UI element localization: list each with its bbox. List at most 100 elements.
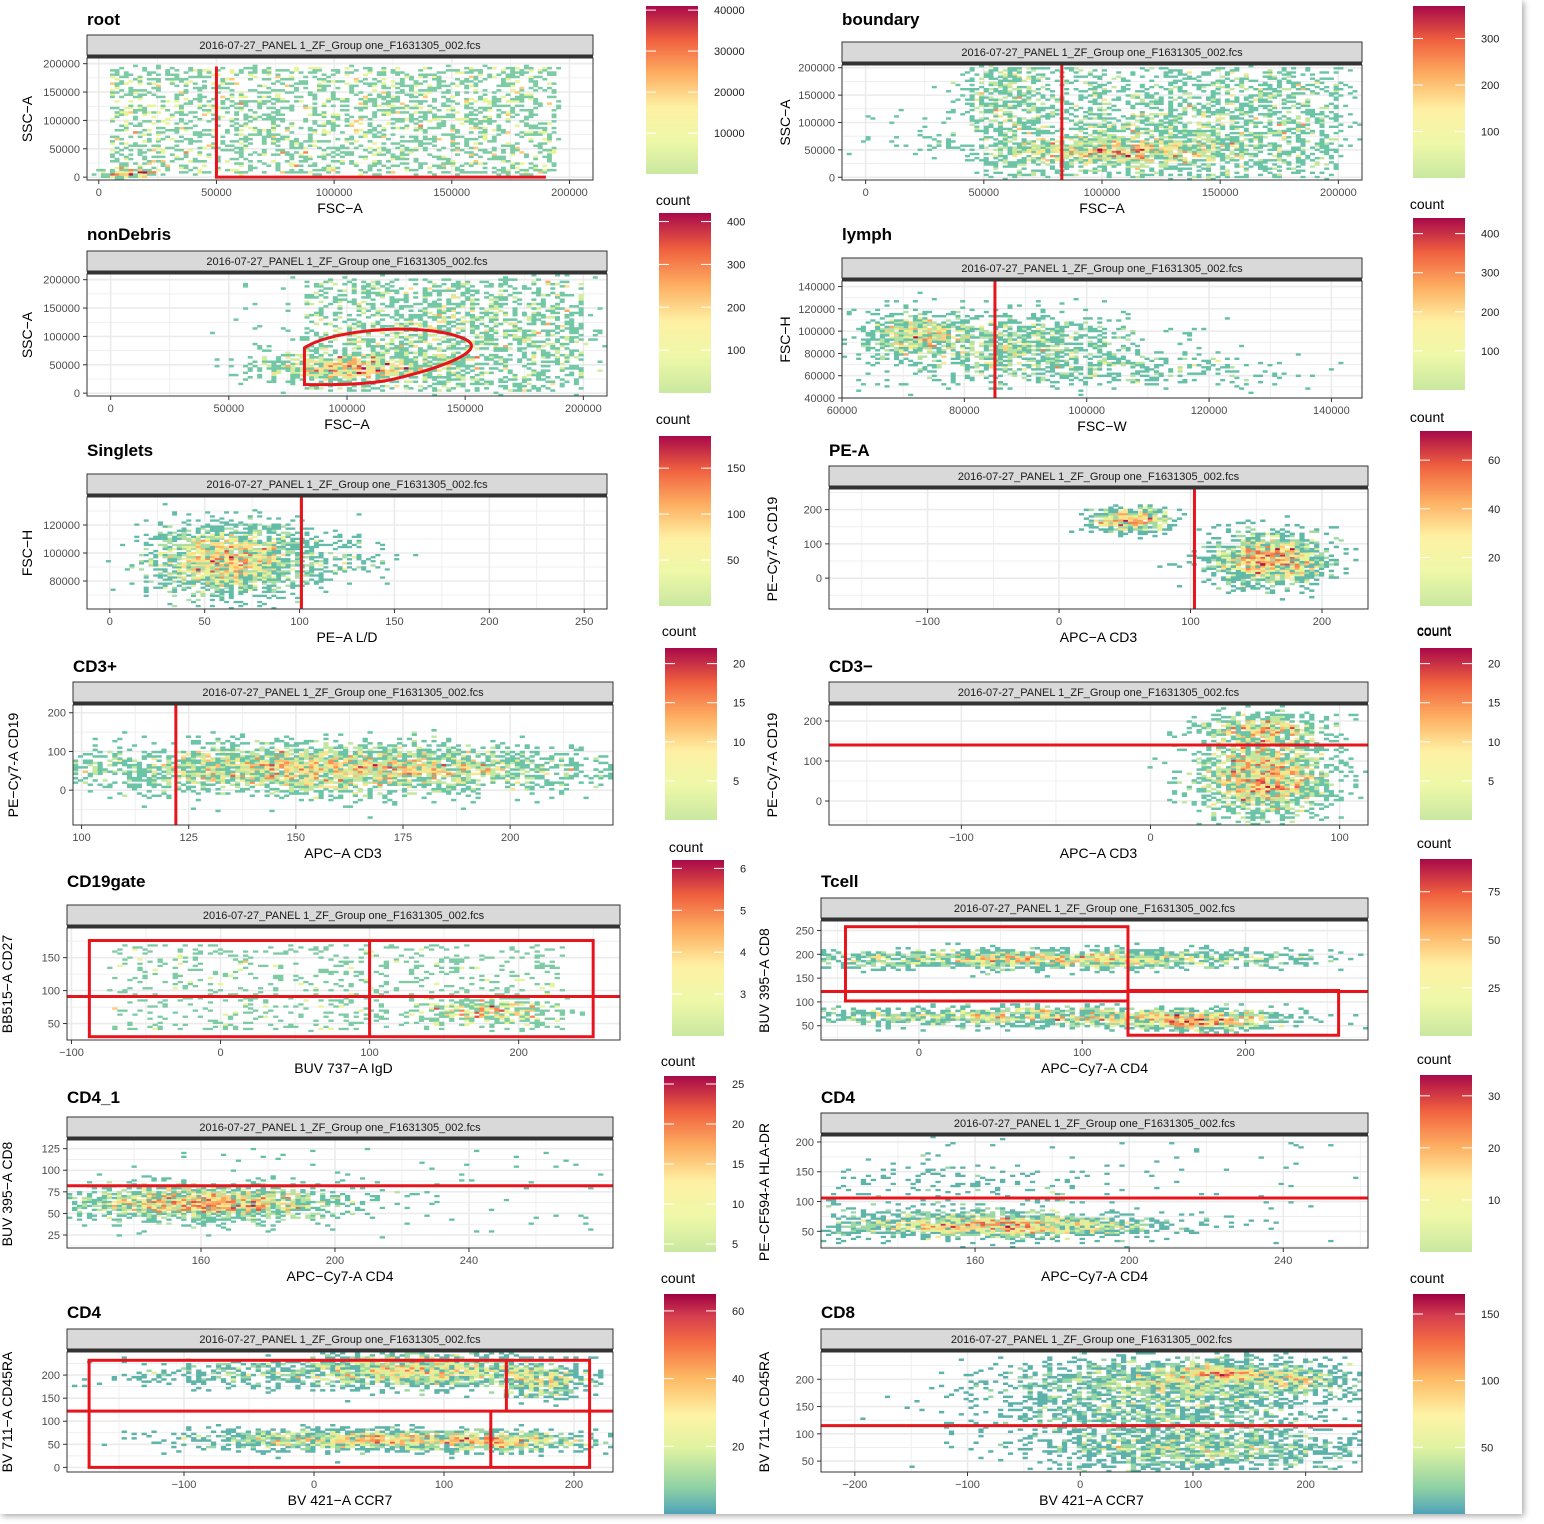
density-bin [510, 144, 516, 147]
density-bin [468, 162, 474, 165]
density-bin [1144, 142, 1150, 145]
density-bin [983, 173, 989, 177]
density-bin [318, 300, 324, 304]
density-bin [432, 155, 437, 159]
density-bin [1040, 131, 1046, 135]
density-bin [381, 71, 387, 74]
density-bin [540, 313, 546, 317]
density-bin [1168, 102, 1174, 105]
density-bin [1267, 148, 1273, 151]
density-bin [1092, 102, 1098, 105]
density-bin [1215, 148, 1221, 151]
density-bin [330, 104, 336, 108]
density-bin [1149, 173, 1155, 177]
density-bin [1182, 131, 1188, 135]
density-bin [422, 89, 428, 92]
density-bin [1281, 159, 1287, 162]
density-bin [1272, 129, 1278, 133]
density-bin [436, 362, 442, 366]
density-bin [465, 364, 471, 368]
density-bin [1158, 85, 1164, 89]
density-bin [450, 160, 456, 163]
density-bin [1078, 119, 1084, 122]
density-bin [330, 126, 336, 130]
density-bin [519, 89, 525, 92]
density-bin [110, 153, 115, 156]
density-bin [356, 336, 362, 339]
density-bin [303, 151, 309, 154]
density-bin [1050, 125, 1055, 128]
density-bin [979, 111, 985, 114]
density-bin [404, 168, 410, 172]
density-bin [1073, 104, 1079, 108]
density-bin [330, 95, 336, 99]
density-bin [1281, 129, 1287, 133]
density-bin [321, 122, 327, 125]
density-bin [894, 144, 899, 147]
density-bin [1087, 138, 1093, 141]
density-bin [501, 151, 506, 154]
density-bin [1068, 150, 1074, 154]
density-bin [1120, 157, 1126, 160]
density-bin [1073, 136, 1079, 139]
density-bin [545, 360, 551, 363]
density-bin [1168, 71, 1174, 74]
density-bin [446, 369, 452, 372]
density-bin [312, 71, 318, 74]
density-bin [1272, 104, 1278, 108]
density-bin [1116, 119, 1122, 122]
density-bin [531, 316, 537, 319]
density-bin [1083, 146, 1089, 149]
density-bin [1191, 134, 1197, 137]
density-bin [179, 91, 184, 94]
density-bin [418, 129, 424, 132]
density-bin [386, 93, 391, 96]
density-bin [1139, 75, 1145, 78]
density-bin [446, 376, 452, 379]
density-bin [551, 115, 557, 119]
density-bin [1125, 159, 1131, 162]
density-bin [1276, 144, 1282, 147]
density-bin [528, 124, 534, 127]
density-bin [390, 164, 396, 167]
facet-strip-label: 2016-07-27_PANEL 1_ZF_Group one_F1631305… [961, 47, 1243, 59]
density-bin [519, 135, 525, 139]
density-bin [1182, 108, 1188, 112]
density-bin [526, 362, 532, 366]
density-bin [1002, 127, 1008, 131]
density-bin [413, 84, 419, 88]
density-bin [1262, 136, 1268, 139]
density-bin [505, 93, 511, 96]
density-bin [493, 331, 499, 335]
density-bin [318, 369, 324, 372]
density-bin [551, 162, 557, 165]
density-bin [389, 285, 395, 288]
density-bin [1224, 77, 1230, 80]
density-bin [313, 331, 319, 335]
density-bin [330, 166, 336, 170]
density-bin [1319, 134, 1325, 137]
density-bin [1064, 111, 1070, 114]
density-bin [1149, 94, 1155, 97]
density-bin [524, 109, 529, 112]
density-bin [137, 173, 143, 176]
density-bin [413, 302, 419, 306]
density-bin [1154, 102, 1159, 105]
density-bin [1007, 115, 1013, 118]
density-bin [356, 345, 362, 348]
density-bin [399, 120, 405, 123]
density-bin [119, 66, 125, 70]
density-bin [156, 151, 161, 154]
density-bin [1116, 154, 1122, 158]
density-bin [1253, 146, 1259, 149]
density-bin [1007, 67, 1013, 70]
density-bin [403, 367, 409, 370]
density-bin [1267, 85, 1273, 89]
density-bin [550, 291, 556, 295]
density-bin [206, 111, 212, 114]
density-bin [1201, 129, 1207, 133]
density-bin [1272, 88, 1278, 91]
density-bin [413, 146, 419, 150]
density-bin [519, 73, 525, 76]
density-bin [179, 106, 184, 110]
